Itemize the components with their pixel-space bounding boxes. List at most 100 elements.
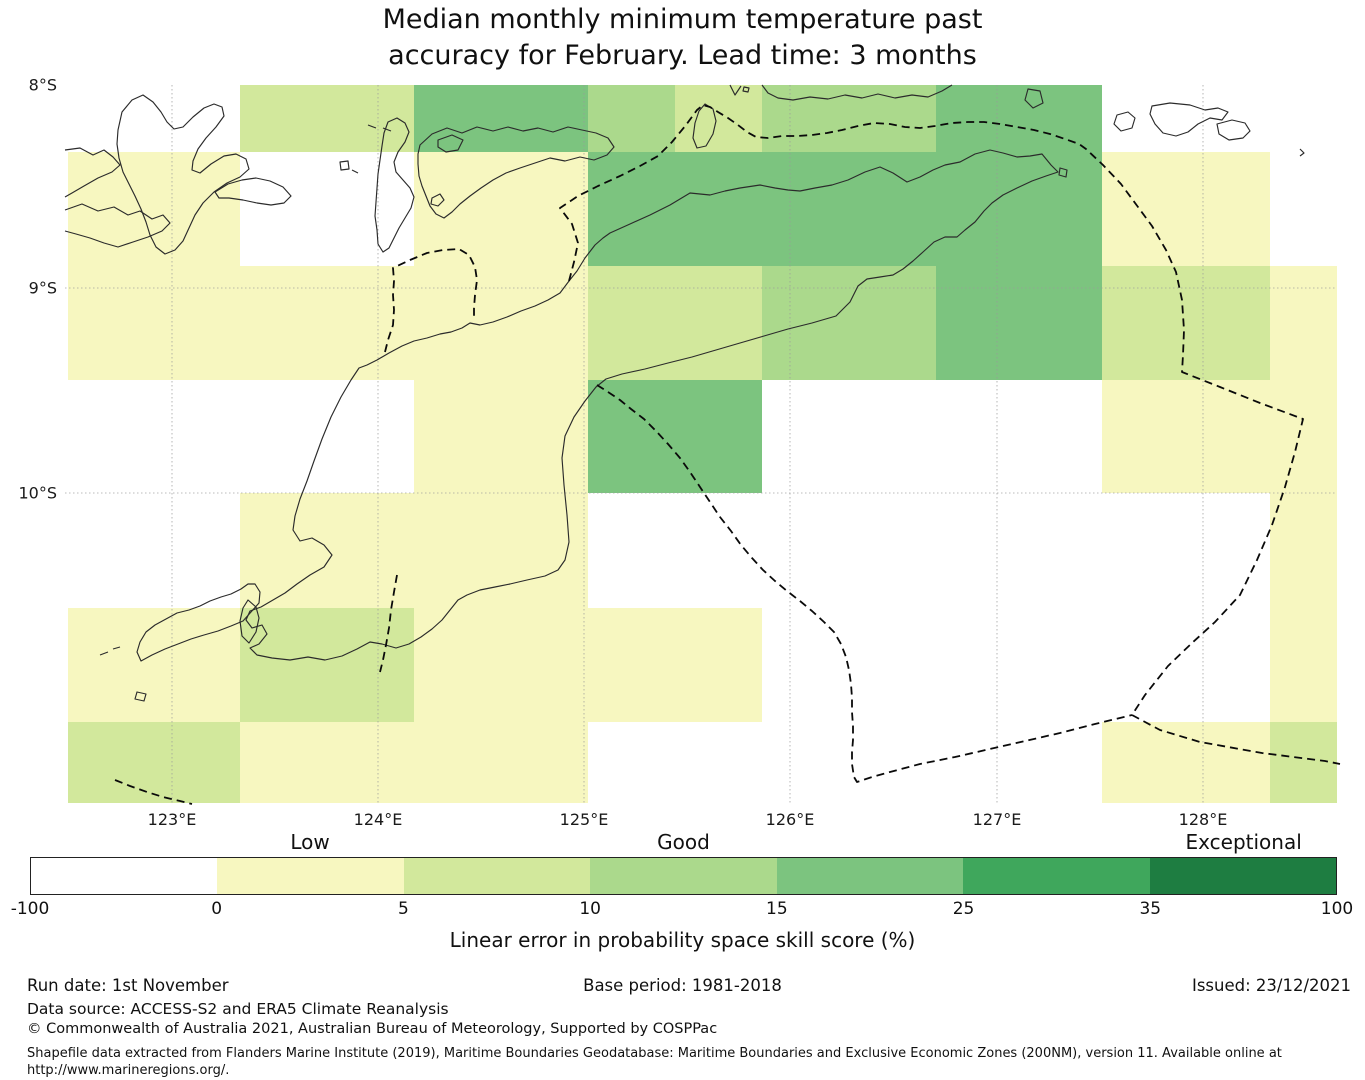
heatmap-cell (1270, 493, 1337, 608)
heatmap-cell (240, 266, 414, 380)
coastline-rote-islet-a (99, 651, 109, 656)
heatmap-cell (1270, 608, 1337, 722)
colorbar-tick-label: 5 (398, 899, 409, 919)
colorbar-segment (403, 858, 591, 894)
heatmap-cell (588, 266, 762, 380)
coastline-leti-3 (1216, 119, 1251, 141)
x-tick-label: 124°E (353, 810, 403, 829)
coastline-leti-2 (1149, 102, 1229, 137)
x-tick-label: 126°E (765, 810, 815, 829)
heatmap-cell (414, 380, 588, 493)
x-tick-label: 127°E (972, 810, 1022, 829)
colorbar-tick-label: -100 (10, 899, 50, 919)
issued-date-text: Issued: 23/12/2021 (1191, 976, 1351, 995)
eez-boundary-eez-oecusse (384, 248, 478, 353)
coastline-kisar (1024, 88, 1044, 109)
coastline-rote (136, 583, 261, 662)
heatmap-cell (1270, 266, 1337, 380)
shapefile-credit-line1: Shapefile data extracted from Flanders M… (27, 1046, 1282, 1061)
heatmap-cell (675, 85, 762, 152)
coastline-islet-d (382, 127, 392, 132)
heatmap-cell (762, 266, 936, 380)
heatmap-cell (414, 85, 588, 152)
heatmap-cell (68, 152, 240, 266)
coastline-liran-islet (742, 86, 750, 93)
heatmap-cell (1102, 722, 1270, 803)
heatmap-cell (240, 722, 414, 803)
coastline-jaco (1058, 167, 1068, 178)
colorbar-segment (776, 858, 964, 894)
coastline-islet-b (351, 169, 359, 174)
colorbar-tick-label: 15 (766, 899, 788, 919)
chart-title-line2: accuracy for February. Lead time: 3 mont… (388, 40, 977, 71)
coastline-pura-islet (430, 193, 445, 207)
coastline-semau (239, 599, 260, 644)
heatmap-cell (936, 152, 1102, 266)
y-tick-label: 10°S (18, 483, 57, 503)
coastline-islet-a (339, 160, 350, 171)
heatmap-cell (1270, 380, 1337, 493)
colorbar-segment (1149, 858, 1336, 894)
heatmap-cell (588, 152, 762, 266)
coastline-alor (417, 126, 615, 219)
chart-title-line1: Median monthly minimum temperature past (382, 4, 983, 35)
heatmap-cell (1102, 266, 1270, 380)
coastline-islet-c (367, 124, 377, 129)
colorbar-tick-label: 35 (1139, 899, 1162, 919)
y-tick-label: 8°S (28, 75, 57, 95)
chart-title: Median monthly minimum temperature past … (0, 2, 1365, 74)
heatmap-cell (68, 608, 240, 722)
colorbar-tick-label: 25 (952, 899, 975, 919)
eez-boundary-eez-north-east (559, 104, 1341, 765)
heatmap-cell (414, 493, 588, 608)
coastline-leti-1 (1113, 111, 1136, 132)
heatmap-cell (936, 266, 1102, 380)
base-period-text: Base period: 1981-2018 (583, 976, 782, 995)
coastline-wetar-clip (761, 84, 953, 101)
x-tick-label: 123°E (147, 810, 197, 829)
heatmap-cell (240, 608, 414, 722)
heatmap-cell (68, 722, 240, 803)
colorbar-tick-label: 0 (211, 899, 223, 919)
coastline-pantar (374, 117, 415, 253)
y-tick-label: 9°S (28, 278, 57, 298)
x-tick-label: 128°E (1178, 810, 1228, 829)
colorbar-segment (217, 858, 404, 894)
heatmap-cell (588, 608, 762, 722)
colorbar-segment (963, 858, 1150, 894)
heatmap-cell (1102, 380, 1270, 493)
map-canvas (64, 84, 1341, 805)
heatmap-cell (588, 85, 675, 152)
colorbar-segment (31, 858, 218, 894)
heatmap-cell (240, 493, 414, 608)
heatmap-cell (1270, 722, 1337, 803)
coastline-lembata (116, 94, 250, 255)
colorbar-segment (590, 858, 777, 894)
heatmap-cell (762, 152, 936, 266)
coastline-alor-bay (437, 134, 464, 153)
data-source-text: Data source: ACCESS-S2 and ERA5 Climate … (27, 1000, 449, 1018)
colorbar-category-label: Exceptional (1185, 830, 1302, 854)
heatmap-cell (936, 85, 1102, 152)
heatmap-cell (414, 722, 588, 803)
coastline-flores-tip (64, 147, 121, 198)
heatmap-cell (588, 380, 762, 493)
coastline-rote-islet-c (134, 691, 147, 702)
run-date-text: Run date: 1st November (27, 976, 229, 995)
shapefile-credit-line2: http://www.marineregions.org/. (27, 1063, 230, 1078)
colorbar-caption: Linear error in probability space skill … (449, 928, 916, 952)
coastline-liran (729, 84, 742, 96)
coastline-timor (245, 149, 1059, 661)
copyright-text: © Commonwealth of Australia 2021, Austra… (27, 1021, 718, 1037)
heatmap-cell (68, 266, 240, 380)
eez-boundary-eez-timor-gap-west (379, 574, 398, 673)
coastline-solor (214, 177, 292, 206)
eez-boundary-eez-southwest (114, 779, 193, 805)
coastline-atauro (692, 103, 717, 149)
heatmap-cell (414, 266, 588, 380)
heatmap-cell (414, 152, 588, 266)
colorbar-tick-label: 10 (579, 899, 601, 919)
coastline-speck (1299, 148, 1305, 157)
coastline-flores-low (64, 203, 171, 248)
